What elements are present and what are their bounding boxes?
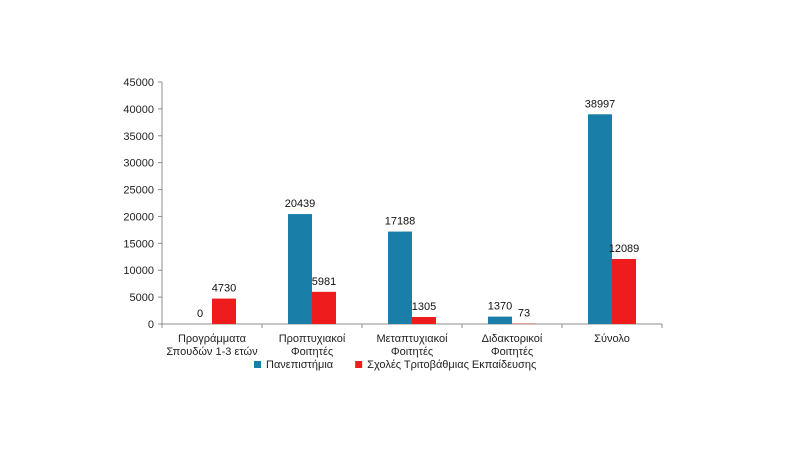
bar <box>612 258 636 324</box>
data-labels: 0 4730 20439 5981 17188 1305 1370 73 38997 12089 <box>197 98 639 320</box>
legend-swatch <box>254 361 261 368</box>
bar <box>312 291 336 324</box>
legend-label: Πανεπιστήμια <box>266 359 334 371</box>
legend-label: Σχολές Τριτοβάθμιας Εκπαίδευσης <box>367 359 536 371</box>
bar <box>388 231 412 324</box>
y-tick-label: 25000 <box>123 185 154 197</box>
category-label: Φοιτητές <box>391 346 433 358</box>
data-label: 38997 <box>585 98 616 110</box>
y-tick-label: 20000 <box>123 211 154 223</box>
y-tick-label: 30000 <box>123 158 154 170</box>
bar <box>488 316 512 324</box>
y-tick-label: 35000 <box>123 131 154 143</box>
category-label: Φοιτητές <box>491 346 533 358</box>
category-label: Διδακτορικοί <box>482 333 543 345</box>
data-label: 0 <box>197 308 203 320</box>
data-label: 4730 <box>212 283 236 295</box>
axes: 0 5000 10000 15000 20000 25000 30000 35000 40000… <box>123 77 663 358</box>
y-tick-label: 5000 <box>130 292 154 304</box>
y-tick-label: 10000 <box>123 265 154 277</box>
legend-swatch <box>355 361 363 368</box>
y-tick-label: 40000 <box>123 104 154 116</box>
legend: Πανεπιστήμια Σχολές Τριτοβάθμιας Εκπαίδευ… <box>254 359 536 371</box>
data-label: 1370 <box>488 301 512 313</box>
bar <box>412 316 436 324</box>
data-label: 12089 <box>609 243 640 255</box>
bar <box>212 298 236 324</box>
category-label: Μεταπτυχιακοί <box>376 333 448 345</box>
category-label: Σπουδών 1-3 ετών <box>166 346 258 358</box>
data-label: 17188 <box>385 216 416 228</box>
category-label: Φοιτητές <box>291 346 333 358</box>
category-label: Προπτυχιακοί <box>279 333 346 345</box>
data-label: 1305 <box>412 301 436 313</box>
data-label: 5981 <box>312 276 336 288</box>
data-label: 73 <box>518 308 530 320</box>
bar <box>288 214 312 324</box>
y-tick-label: 15000 <box>123 238 154 250</box>
bars <box>212 114 636 324</box>
bar <box>588 114 612 324</box>
y-tick-label: 45000 <box>123 77 154 89</box>
category-label: Προγράμματα <box>178 333 247 345</box>
y-tick-label: 0 <box>148 319 154 331</box>
category-label: Σύνολο <box>594 333 630 345</box>
data-label: 20439 <box>285 198 316 210</box>
